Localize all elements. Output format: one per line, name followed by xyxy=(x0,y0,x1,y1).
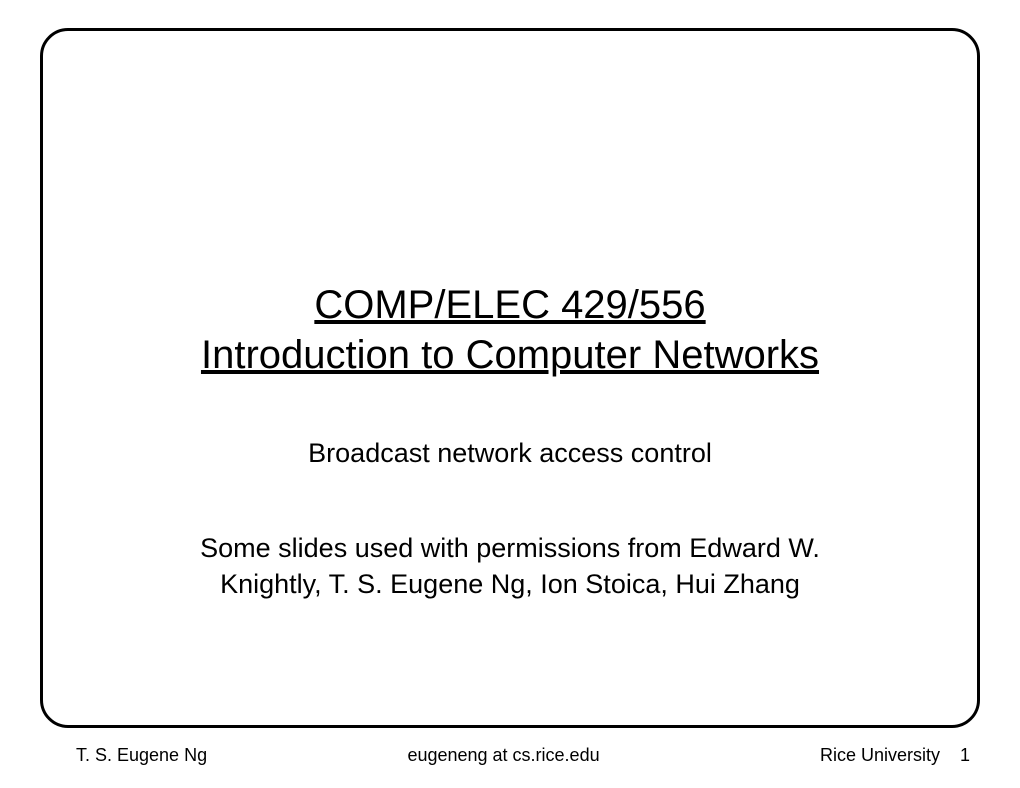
credit-block: Some slides used with permissions from E… xyxy=(0,530,1020,603)
affiliation-text: Rice University xyxy=(820,745,940,765)
title-block: COMP/ELEC 429/556 Introduction to Comput… xyxy=(0,280,1020,380)
course-code: COMP/ELEC 429/556 xyxy=(0,280,1020,330)
footer-affiliation: Rice University 1 xyxy=(820,745,970,766)
footer: T. S. Eugene Ng eugeneng at cs.rice.edu … xyxy=(76,745,970,766)
credit-line-1: Some slides used with permissions from E… xyxy=(0,530,1020,566)
course-title: Introduction to Computer Networks xyxy=(0,330,1020,380)
credit-line-2: Knightly, T. S. Eugene Ng, Ion Stoica, H… xyxy=(0,566,1020,602)
footer-email: eugeneng at cs.rice.edu xyxy=(187,745,820,766)
page-number: 1 xyxy=(960,745,970,765)
slide-subtitle: Broadcast network access control xyxy=(0,438,1020,469)
